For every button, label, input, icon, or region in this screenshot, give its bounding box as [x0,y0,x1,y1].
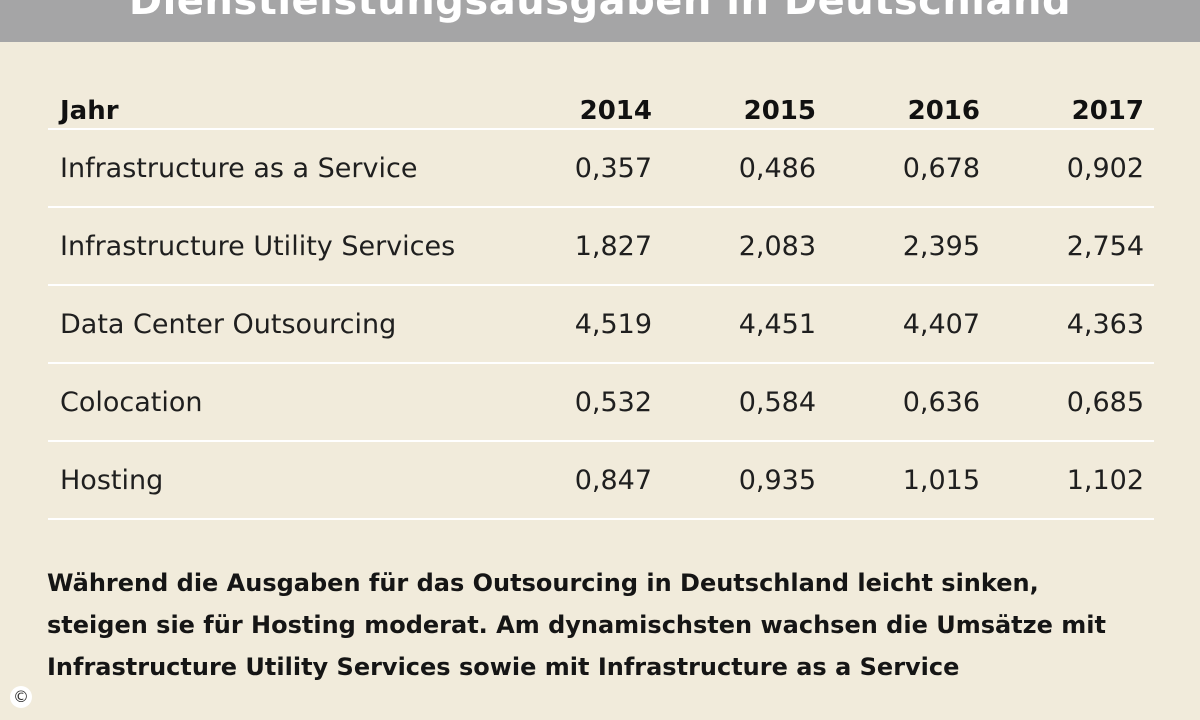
table-cell: 0,486 [662,129,826,208]
table-cell: 0,685 [990,363,1154,442]
table-cell: 0,902 [990,129,1154,208]
table-row: Data Center Outsourcing 4,519 4,451 4,40… [48,285,1154,364]
row-label: Infrastructure Utility Services [48,207,498,286]
table-cell: 2,083 [662,207,826,286]
table-cell: 4,363 [990,285,1154,364]
title-bar: Dienstleistungsausgaben in Deutschland [0,0,1200,42]
row-label: Infrastructure as a Service [48,129,498,208]
table-cell: 1,827 [498,207,662,286]
column-header: 2016 [826,82,990,130]
table-cell: 4,519 [498,285,662,364]
table-row: Colocation 0,532 0,584 0,636 0,685 [48,363,1154,442]
copyright-icon: © [10,686,32,708]
table-cell: 0,935 [662,441,826,520]
table-cell: 2,395 [826,207,990,286]
table-cell: 1,015 [826,441,990,520]
row-label: Colocation [48,363,498,442]
table-row: Infrastructure as a Service 0,357 0,486 … [48,129,1154,208]
column-header: 2014 [498,82,662,130]
header-label: Jahr [48,82,498,130]
table-cell: 2,754 [990,207,1154,286]
header-row: Jahr 2014 2015 2016 2017 [48,82,1154,130]
table-cell: 0,357 [498,129,662,208]
chart-title: Dienstleistungsausgaben in Deutschland [128,0,1072,24]
table-cell: 4,407 [826,285,990,364]
column-header: 2017 [990,82,1154,130]
table-cell: 0,532 [498,363,662,442]
table-cell: 0,584 [662,363,826,442]
row-label: Hosting [48,441,498,520]
table-cell: 0,678 [826,129,990,208]
table-row: Infrastructure Utility Services 1,827 2,… [48,207,1154,286]
table-cell: 0,847 [498,441,662,520]
row-label: Data Center Outsourcing [48,285,498,364]
column-header: 2015 [662,82,826,130]
table-row: Hosting 0,847 0,935 1,015 1,102 [48,441,1154,520]
table-cell: 0,636 [826,363,990,442]
table-cell: 4,451 [662,285,826,364]
caption-text: Während die Ausgaben für das Outsourcing… [47,569,1106,681]
data-table: Jahr 2014 2015 2016 2017 Infrastructure … [48,82,1154,520]
table-cell: 1,102 [990,441,1154,520]
